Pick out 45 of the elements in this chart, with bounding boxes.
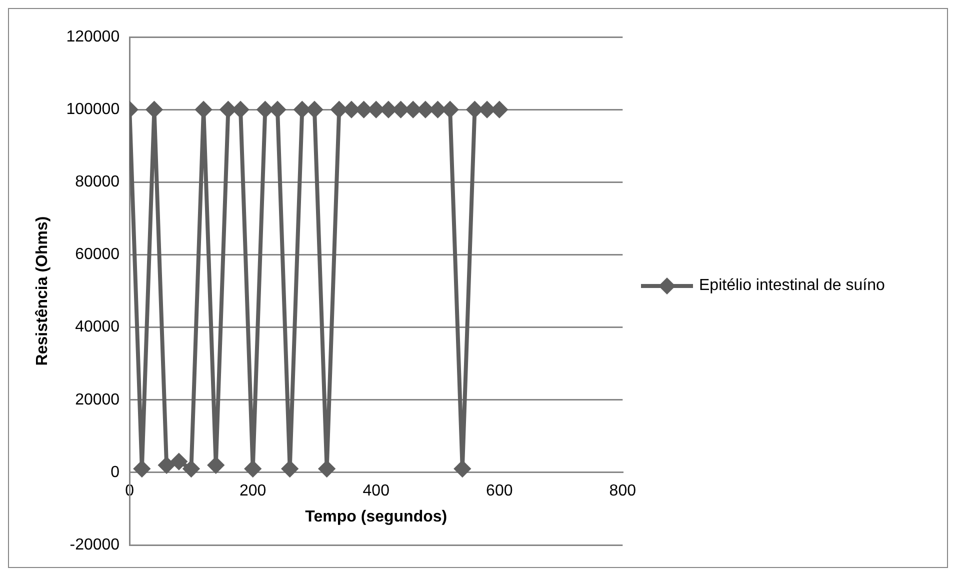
x-tick-label: 200 bbox=[240, 482, 266, 500]
point bbox=[170, 454, 187, 470]
y-tick-label: 20000 bbox=[75, 391, 120, 408]
point bbox=[405, 102, 422, 118]
point bbox=[270, 102, 286, 118]
point bbox=[442, 102, 458, 118]
point bbox=[392, 102, 409, 118]
y-tick-label: 80000 bbox=[75, 174, 120, 191]
point bbox=[466, 102, 483, 118]
point bbox=[244, 460, 261, 477]
x-tick-label: 800 bbox=[609, 482, 636, 500]
x-tick-label: 600 bbox=[486, 482, 513, 500]
point bbox=[232, 102, 249, 118]
x-axis-title: Tempo (segundos) bbox=[305, 508, 448, 526]
point bbox=[491, 102, 508, 118]
y-tick-label: 0 bbox=[110, 464, 120, 481]
legend-label: Epitélio intestinal de suíno bbox=[699, 276, 886, 296]
y-tick-label: -20000 bbox=[70, 536, 120, 554]
y-tick-label: 60000 bbox=[75, 246, 120, 264]
point bbox=[208, 457, 224, 474]
y-tick-label: 120000 bbox=[66, 28, 120, 46]
point bbox=[417, 102, 434, 118]
point bbox=[146, 102, 162, 118]
point bbox=[294, 102, 310, 118]
point bbox=[380, 102, 396, 118]
point bbox=[479, 102, 496, 118]
point bbox=[368, 102, 384, 118]
y-tick-label: 40000 bbox=[75, 318, 120, 336]
y-tick-label: 100000 bbox=[66, 100, 120, 118]
point bbox=[183, 460, 200, 477]
x-tick-label: 400 bbox=[362, 482, 390, 500]
point bbox=[282, 460, 298, 477]
point bbox=[257, 102, 274, 118]
point bbox=[430, 102, 446, 118]
point bbox=[318, 460, 335, 477]
point bbox=[306, 102, 322, 118]
point bbox=[134, 460, 150, 477]
point bbox=[356, 102, 372, 118]
point bbox=[343, 102, 360, 118]
y-axis-title: Resistência (Ohms) bbox=[34, 216, 52, 366]
point bbox=[454, 460, 470, 477]
point bbox=[331, 102, 348, 118]
point bbox=[196, 102, 212, 118]
point bbox=[158, 457, 175, 474]
point bbox=[220, 102, 236, 118]
